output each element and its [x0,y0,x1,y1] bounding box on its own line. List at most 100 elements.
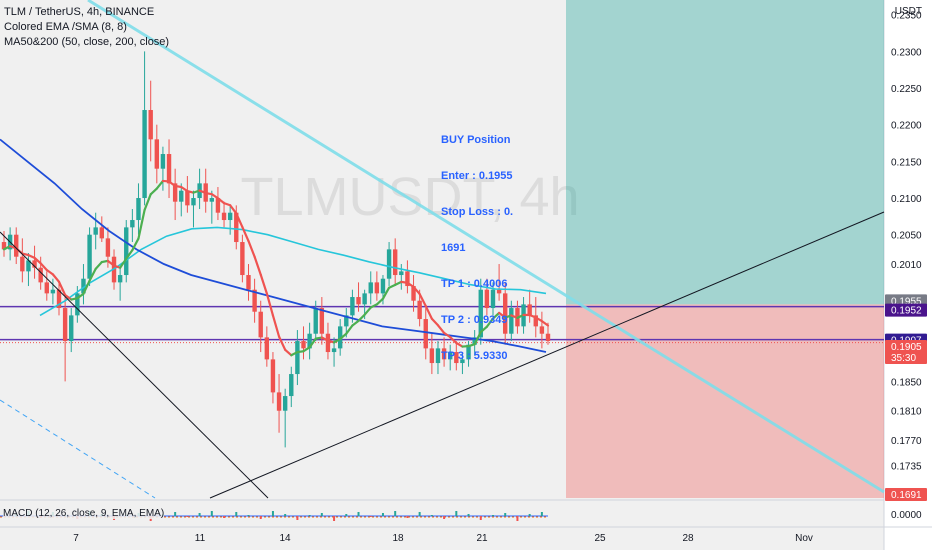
candle-body [545,333,551,342]
ema-segment [57,280,67,297]
price-tick-label: 0.2200 [891,121,922,132]
ema-segment [406,281,415,288]
ema-segment [155,179,165,190]
candle-body [466,344,471,360]
candle-body [26,260,31,272]
ema-segment [119,257,128,269]
candle-body [484,289,490,309]
ema-segment [394,280,403,287]
ema-segment [180,185,189,193]
candle-body [93,227,98,235]
macd-legend[interactable]: MACD (12, 26, close, 9, EMA, EMA) [3,508,165,519]
ema-segment [485,317,495,328]
candle-body [179,190,184,202]
time-tick-label: 25 [594,533,606,544]
candle-body [441,348,447,360]
ema-segment [167,180,177,188]
ema-segment [455,341,464,348]
macd-histogram-bar [516,516,519,521]
macd-histogram-bar [235,512,238,516]
ema-segment [125,249,134,260]
macd-histogram-bar [247,515,250,516]
macd-histogram-bar [418,512,421,516]
ema-segment [137,208,146,240]
candle-body [87,234,92,279]
ema-segment [369,303,378,309]
indicator-ma-label[interactable]: MA50&200 (50, close, 200, close) [4,36,170,48]
candle-body [362,293,367,305]
ema-segment [516,313,525,319]
ema-segment [491,311,501,320]
ema-segment [442,331,452,339]
macd-histogram-bar [430,515,433,516]
note-line: 1691 [441,242,466,254]
buy-position-note[interactable]: BUY Position Enter : 0.1955 Stop Loss : … [441,110,513,374]
ema-segment [363,306,372,316]
candle-body [148,110,153,140]
price-tag-label: 0.1955 [891,296,922,307]
ema-segment [381,286,391,300]
ema-segment [418,292,427,308]
ema-segment [430,317,440,327]
candle-body [240,242,245,276]
note-line: Stop Loss : 0. [441,206,514,218]
price-tick-label: 0.1850 [891,377,922,388]
candle-body [1,242,7,250]
ema-segment [131,237,140,252]
price-axis-unit: USDT [894,6,922,17]
ema-segment [149,187,158,196]
candle-body [490,289,496,309]
macd-histogram-bar [271,511,274,516]
macd-histogram-bar [528,514,531,516]
candle-body [399,271,404,276]
price-tag [885,303,927,317]
ema-segment [210,193,220,200]
ema-segment [424,304,433,320]
candle-body [264,337,270,360]
candle-body [69,315,74,342]
macd-histogram-bar [357,512,360,516]
candle-body [356,297,361,305]
macd-value-label: 0.0000 [891,510,922,521]
candle-body [99,227,104,239]
candle-body [392,249,398,276]
candle-body [344,315,349,327]
time-tick-label: Nov [795,533,813,544]
macd-histogram-bar [540,512,543,516]
price-tick-label: 0.2010 [891,260,922,271]
macd-histogram-bar [455,511,458,516]
ema-segment [308,337,317,349]
macd-histogram-bar [479,516,482,520]
candle-body [185,190,190,206]
macd-histogram-bar [296,516,299,520]
candle-body [429,348,435,364]
price-tick-label: 0.2250 [891,84,922,95]
macd-histogram-bar [369,516,372,517]
ema-segment [302,346,311,353]
candle-body [209,198,215,202]
ema-segment [253,255,262,276]
candle-body [32,260,37,268]
ema-segment [290,350,299,357]
macd-histogram-bar [308,515,311,516]
indicator-ema-label[interactable]: Colored EMA /SMA (8, 8) [4,21,127,33]
note-line: TP 1 : 0.4006 [441,278,508,290]
candle-body [75,293,80,316]
ema-segment [357,313,366,322]
time-tick-label: 21 [476,533,488,544]
candle-body [252,289,257,312]
ema-segment [143,193,152,212]
price-tag-label: 0.1691 [891,490,922,501]
candle-body [533,315,538,327]
candle-body [325,333,331,353]
candle-body [142,110,147,199]
price-axis-background [884,0,932,550]
take-profit-zone [566,0,884,305]
candle-body [234,212,239,243]
symbol-title[interactable]: TLM / TetherUS, 4h, BINANCE [4,6,155,18]
ema-segment [64,293,73,301]
ma200-line [0,138,547,353]
candle-body [38,267,43,283]
candle-body [295,341,300,375]
